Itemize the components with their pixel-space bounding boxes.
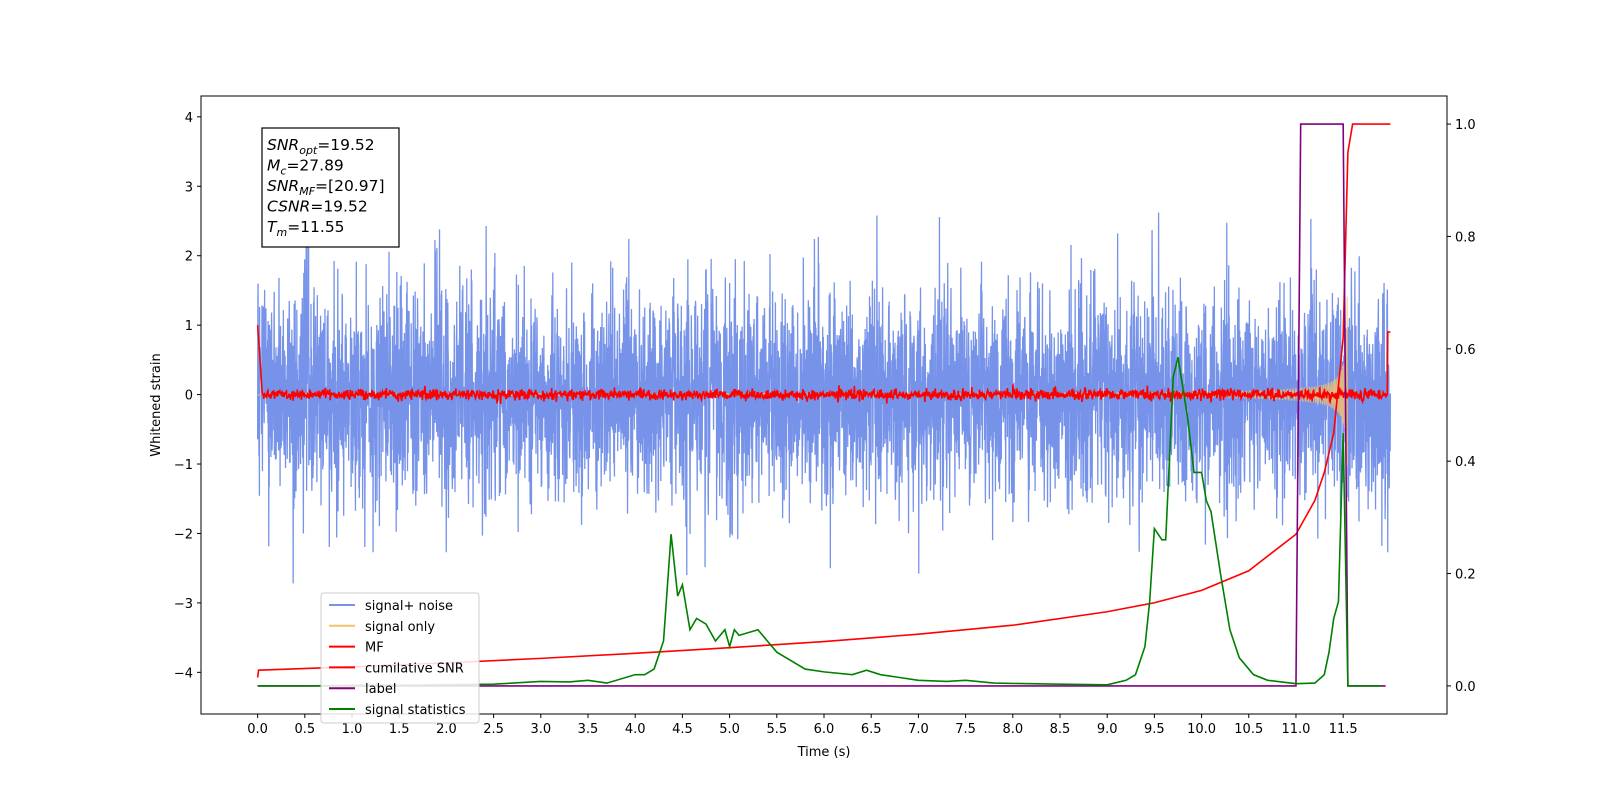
y-tick-label: 0 xyxy=(185,389,193,404)
series-mf xyxy=(256,325,1391,405)
x-tick-label: 2.0 xyxy=(436,722,457,737)
x-tick-label: 11.0 xyxy=(1281,722,1310,737)
x-tick-label: 5.0 xyxy=(719,722,740,737)
y-axis-left: 4 3 2 1 0 −1 −2 −3 −4 xyxy=(174,111,201,681)
legend-label: cumilative SNR xyxy=(365,661,464,676)
y-tick-label: 2 xyxy=(185,250,193,265)
y-tick-label: 4 xyxy=(185,111,193,126)
annotation-value: =19.52 xyxy=(317,136,374,154)
y-tick-label: 1 xyxy=(185,319,193,334)
series-layer xyxy=(256,123,1392,687)
y-tick-label: −2 xyxy=(174,527,193,542)
y2-tick-label: 0.2 xyxy=(1455,568,1476,583)
annotation-symbol: M xyxy=(267,157,280,175)
y-axis-right: 1.0 0.8 0.6 0.4 0.2 0.0 xyxy=(1447,118,1476,695)
annotation-line: Mc=27.89 xyxy=(267,157,344,178)
annotation-line: SNRMF=[20.97] xyxy=(267,177,385,198)
series-signal-statistics xyxy=(257,357,1381,687)
x-tick-label: 1.5 xyxy=(389,722,410,737)
annotation-box: SNRopt=19.52Mc=27.89SNRMF=[20.97]CSNR=19… xyxy=(261,127,400,248)
x-tick-label: 7.5 xyxy=(955,722,976,737)
annotation-frame xyxy=(261,127,400,248)
x-tick-label: 10.0 xyxy=(1187,722,1216,737)
annotation-subscript: m xyxy=(276,226,287,239)
x-tick-label: 7.0 xyxy=(908,722,929,737)
y-tick-label: 3 xyxy=(185,180,193,195)
annotation-subscript: MF xyxy=(299,185,315,198)
y-tick-label: −1 xyxy=(174,458,193,473)
legend-frame xyxy=(320,592,480,724)
x-tick-label: 9.5 xyxy=(1144,722,1165,737)
series-cumilative-snr xyxy=(256,123,1391,678)
x-tick-label: 8.0 xyxy=(1002,722,1023,737)
x-tick-label: 11.5 xyxy=(1329,722,1358,737)
x-tick-label: 8.5 xyxy=(1050,722,1071,737)
y-tick-label: −3 xyxy=(174,597,193,612)
annotation-value: =27.89 xyxy=(286,157,343,175)
annotation-symbol: SNR xyxy=(267,136,299,154)
annotation-line: SNRopt=19.52 xyxy=(267,136,375,157)
x-tick-label: 3.0 xyxy=(530,722,551,737)
x-tick-label: 4.5 xyxy=(672,722,693,737)
x-tick-label: 5.5 xyxy=(766,722,787,737)
x-tick-label: 3.5 xyxy=(578,722,599,737)
annotation-value: =11.55 xyxy=(287,218,344,236)
annotation-value: =19.52 xyxy=(310,198,367,216)
x-tick-label: 9.0 xyxy=(1097,722,1118,737)
y2-tick-label: 0.8 xyxy=(1455,230,1476,245)
annotation-line: CSNR=19.52 xyxy=(267,198,368,216)
y2-tick-label: 0.0 xyxy=(1455,680,1476,695)
x-tick-label: 6.0 xyxy=(814,722,835,737)
legend: signal+ noise signal only MF cumilative SNR… xyxy=(320,592,480,724)
annotation-subscript: opt xyxy=(299,144,318,157)
legend-label: signal+ noise xyxy=(365,599,453,614)
annotation-line: Tm=11.55 xyxy=(267,218,345,239)
annotation-subscript: c xyxy=(280,165,286,178)
legend-label: signal only xyxy=(365,620,435,635)
y-axis-label: Whitened strain xyxy=(149,353,164,456)
x-axis: 0.0 0.5 1.0 1.5 2.0 2.5 3.0 3.5 4.0 4.5 5.0 5.5 6.0 6… xyxy=(247,714,1358,737)
x-tick-label: 0.5 xyxy=(294,722,315,737)
legend-label: label xyxy=(365,682,396,697)
x-tick-label: 0.0 xyxy=(247,722,268,737)
legend-label: MF xyxy=(365,641,384,656)
y2-tick-label: 1.0 xyxy=(1455,118,1476,133)
annotation-symbol: SNR xyxy=(267,177,299,195)
x-tick-label: 4.0 xyxy=(625,722,646,737)
x-tick-label: 10.5 xyxy=(1234,722,1263,737)
y-tick-label: −4 xyxy=(174,666,193,681)
x-tick-label: 1.0 xyxy=(342,722,363,737)
y2-tick-label: 0.6 xyxy=(1455,343,1476,358)
annotation-symbol: CSNR xyxy=(267,198,310,216)
series-signal-noise xyxy=(256,212,1392,584)
x-tick-label: 2.5 xyxy=(483,722,504,737)
annotation-value: =[20.97] xyxy=(315,177,384,195)
x-axis-label: Time (s) xyxy=(797,745,851,760)
y2-tick-label: 0.4 xyxy=(1455,455,1476,470)
legend-label: signal statistics xyxy=(365,703,466,718)
annotation-symbol: T xyxy=(267,218,278,236)
x-tick-label: 6.5 xyxy=(861,722,882,737)
